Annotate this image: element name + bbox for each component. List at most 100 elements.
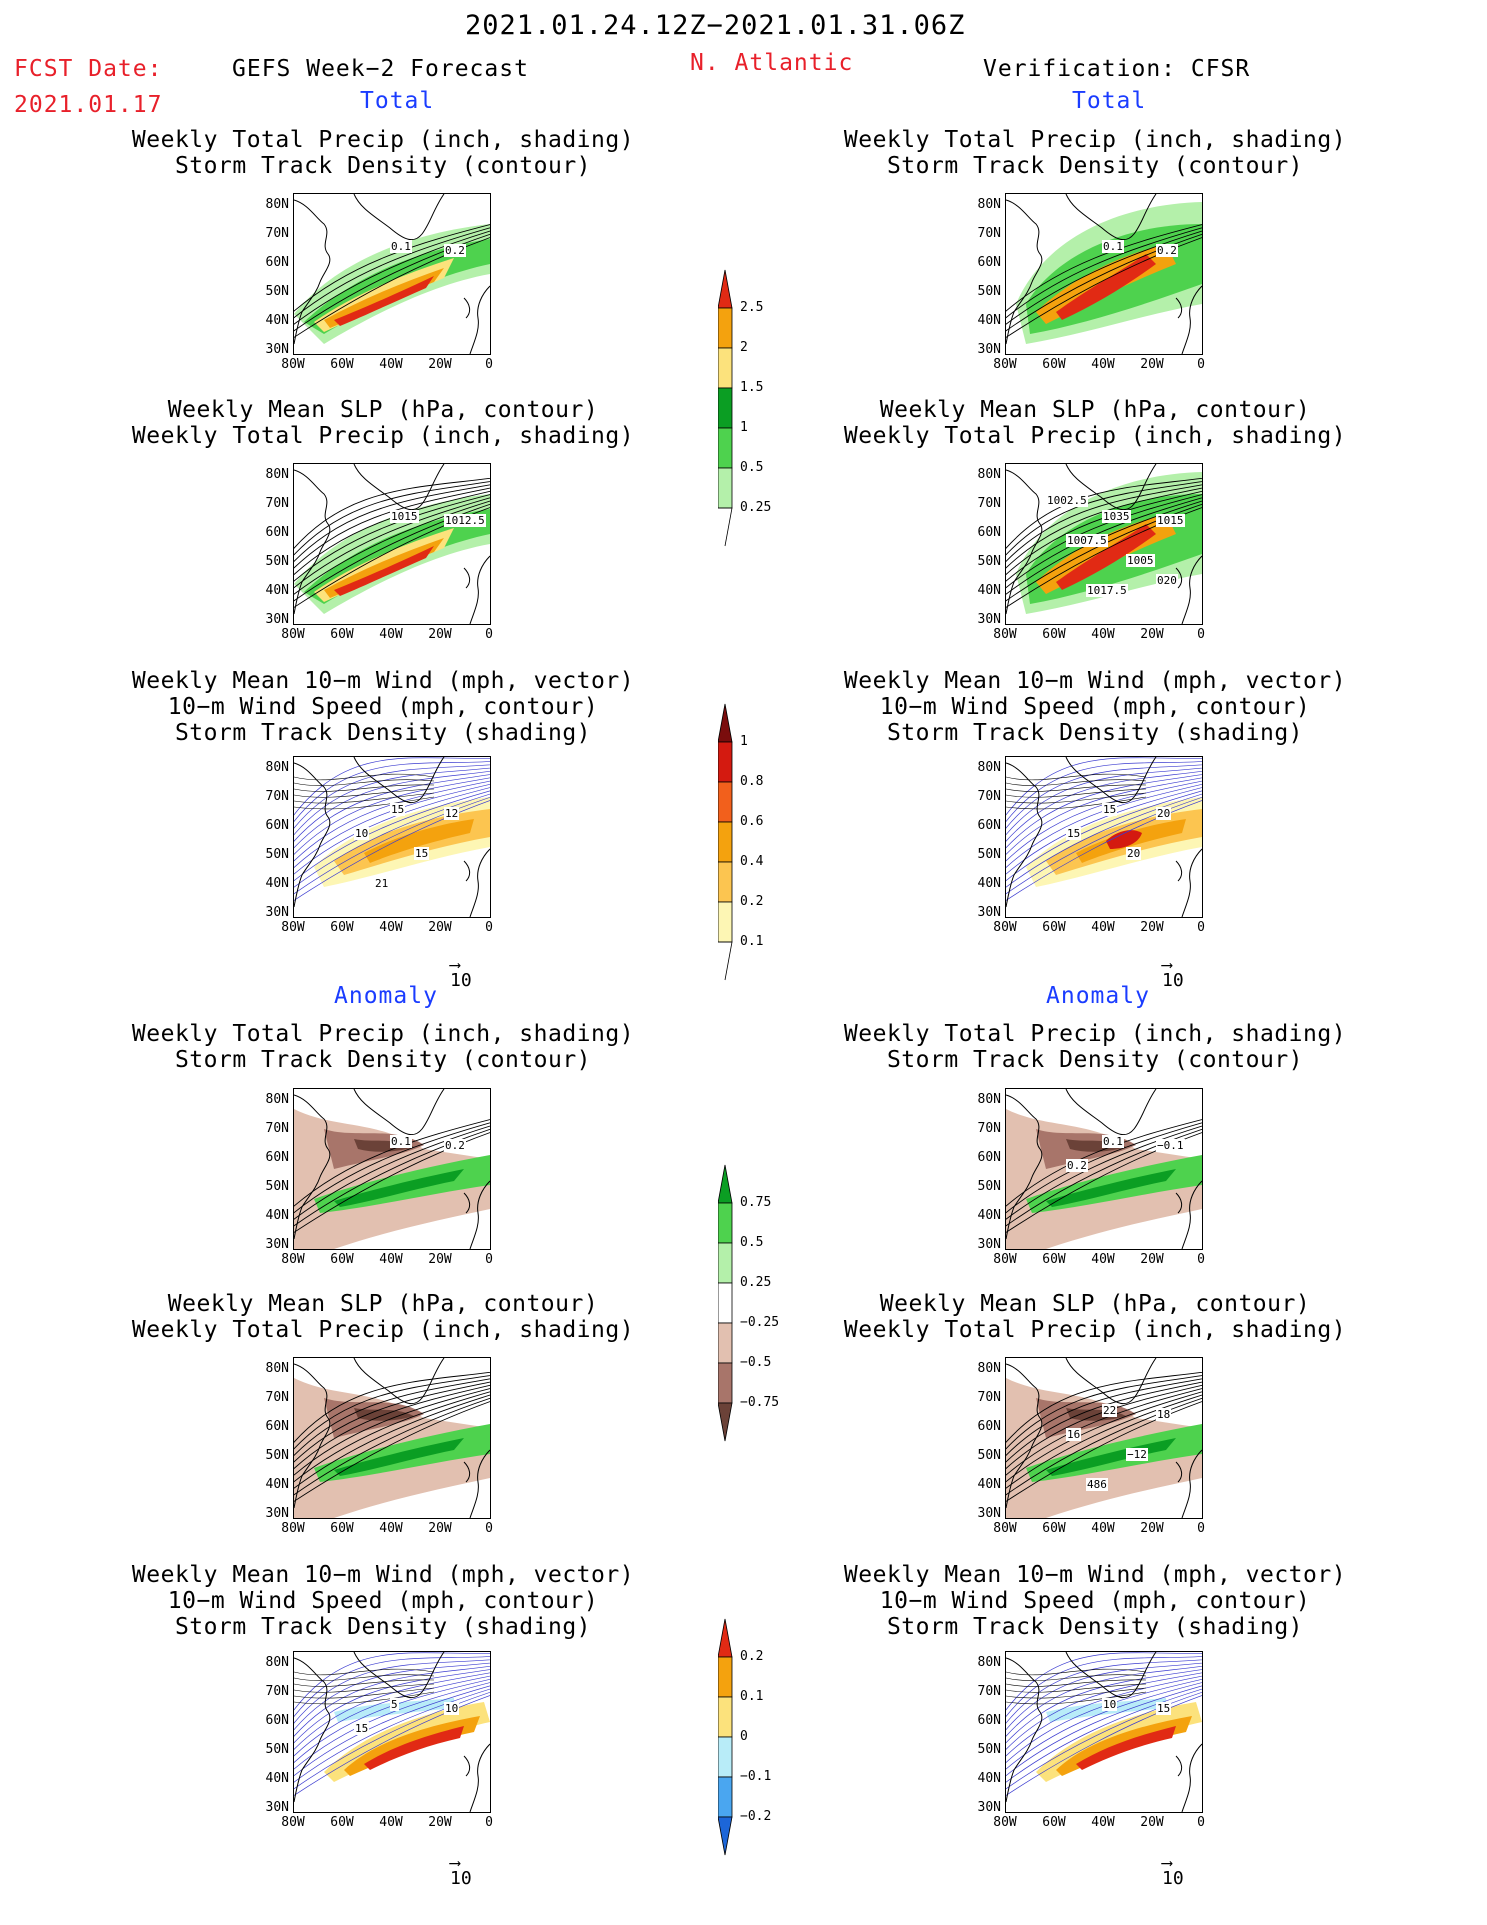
cbar-label: −0.2 [740, 1809, 772, 1824]
contour-line [294, 1122, 490, 1214]
contour-label: 486 [1086, 1478, 1108, 1491]
lat-label: 80N [977, 467, 1001, 482]
lon-label: 40W [1091, 1521, 1115, 1536]
track-anom-shading [324, 1698, 490, 1782]
precip-band [1056, 524, 1156, 590]
contour-line [294, 774, 490, 849]
lat-label: 80N [265, 1655, 289, 1670]
lat-label: 40N [265, 1208, 289, 1223]
contour-line [1006, 1394, 1202, 1489]
contour-label: 10 [354, 827, 370, 840]
lon-label: 20W [428, 920, 452, 935]
contour-label: 1015 [390, 510, 419, 523]
contour-line [1006, 1675, 1202, 1757]
lat-label: 80N [265, 760, 289, 775]
colorbar-track-total: 1 0.8 0.6 0.4 0.2 0.1 [717, 702, 818, 987]
contour-line [1006, 1652, 1202, 1711]
lon-label: 40W [379, 1252, 403, 1267]
contour-line [294, 227, 490, 319]
contour-line [1006, 503, 1202, 602]
cbar-label: 1.5 [740, 380, 764, 395]
lat-label: 40N [977, 313, 1001, 328]
contour-label: 15 [354, 1722, 370, 1735]
lat-label: 70N [265, 226, 289, 241]
contour-label: 1005 [1126, 554, 1155, 567]
lon-label: 60W [1042, 1252, 1066, 1267]
colorbar-precip-total: 2.5 2 1.5 1 0.5 0.25 [717, 268, 818, 558]
contour-line [294, 1669, 490, 1744]
region-title: N. Atlantic [690, 50, 854, 76]
contour-line [294, 1401, 490, 1502]
map-graphic [294, 194, 490, 354]
lon-label: 40W [1091, 920, 1115, 935]
lon-label: 60W [1042, 920, 1066, 935]
speed-contour-line [1006, 1687, 1147, 1699]
contour-line [1006, 777, 1202, 855]
contours [1006, 1371, 1202, 1502]
contour-line [1006, 481, 1202, 556]
lon-label: 0 [485, 357, 493, 372]
speed-contour-line [1006, 784, 1147, 792]
lat-label: 30N [265, 342, 289, 357]
lon-label: 0 [485, 627, 493, 642]
lon-label: 60W [330, 1815, 354, 1830]
contour-label: 20 [1126, 847, 1142, 860]
lat-label: 50N [265, 1448, 289, 1463]
precip-band [1056, 254, 1156, 320]
cbar-label: 2.5 [740, 300, 764, 315]
fcst-date-label: FCST Date: [14, 56, 163, 82]
speed-contour-line [294, 1683, 435, 1693]
contour-line [1006, 764, 1202, 829]
right-total-label: Total [1072, 88, 1147, 114]
right-title: Verification: CFSR [983, 56, 1251, 82]
lon-label: 20W [428, 1521, 452, 1536]
lon-label: 60W [330, 920, 354, 935]
cfsr-map-precipA: 0.1 −0.1 0.2 [1005, 1088, 1203, 1250]
cbar-label: 0 [740, 1729, 748, 1744]
cbar-label: −0.25 [740, 1315, 780, 1330]
contour-line [1006, 1669, 1202, 1744]
speed-contour-line [294, 784, 435, 792]
coastline [1175, 848, 1202, 917]
contour-line [294, 761, 490, 823]
lat-label: 60N [265, 525, 289, 540]
lon-label: 40W [379, 1815, 403, 1830]
contour-label: 020 [1156, 574, 1178, 587]
contour-line [1006, 1397, 1202, 1496]
precip-shading [1016, 202, 1202, 344]
precip-anom-band [1046, 1438, 1176, 1476]
contour-line [1006, 477, 1202, 549]
contour-line [1006, 1375, 1202, 1450]
lon-label: 0 [485, 920, 493, 935]
lon-label: 80W [993, 357, 1017, 372]
contour-line [1006, 1656, 1202, 1718]
contour-line [294, 494, 490, 582]
lat-label: 40N [977, 1771, 1001, 1786]
lon-label: 0 [485, 1252, 493, 1267]
contour-line [294, 233, 490, 332]
lon-label: 40W [379, 357, 403, 372]
lat-label: 60N [977, 1713, 1001, 1728]
lon-label: 20W [1140, 920, 1164, 935]
contour-line [1006, 1388, 1202, 1476]
speed-contour-line [294, 1668, 435, 1676]
contour-line [294, 477, 490, 549]
contour-label: 0.2 [1066, 1159, 1088, 1172]
lat-label: 30N [265, 905, 289, 920]
contour-line [294, 770, 490, 842]
lat-label: 40N [265, 583, 289, 598]
colorbar-precip-anom-graphic [717, 1164, 733, 1442]
lon-label: 80W [993, 627, 1017, 642]
coastline [1175, 1743, 1202, 1812]
lon-label: 0 [1197, 627, 1205, 642]
coastline [1006, 1089, 1157, 1240]
lat-label: 80N [977, 197, 1001, 212]
contour-label: 0.1 [390, 1135, 412, 1148]
contour-line [294, 224, 490, 312]
contour-line [1006, 780, 1202, 862]
lon-label: 0 [1197, 1521, 1205, 1536]
coastline [463, 1743, 490, 1812]
contour-label: 0.1 [1102, 1135, 1124, 1148]
cbar-label: 0.5 [740, 460, 764, 475]
track-anom-band [364, 1726, 464, 1770]
